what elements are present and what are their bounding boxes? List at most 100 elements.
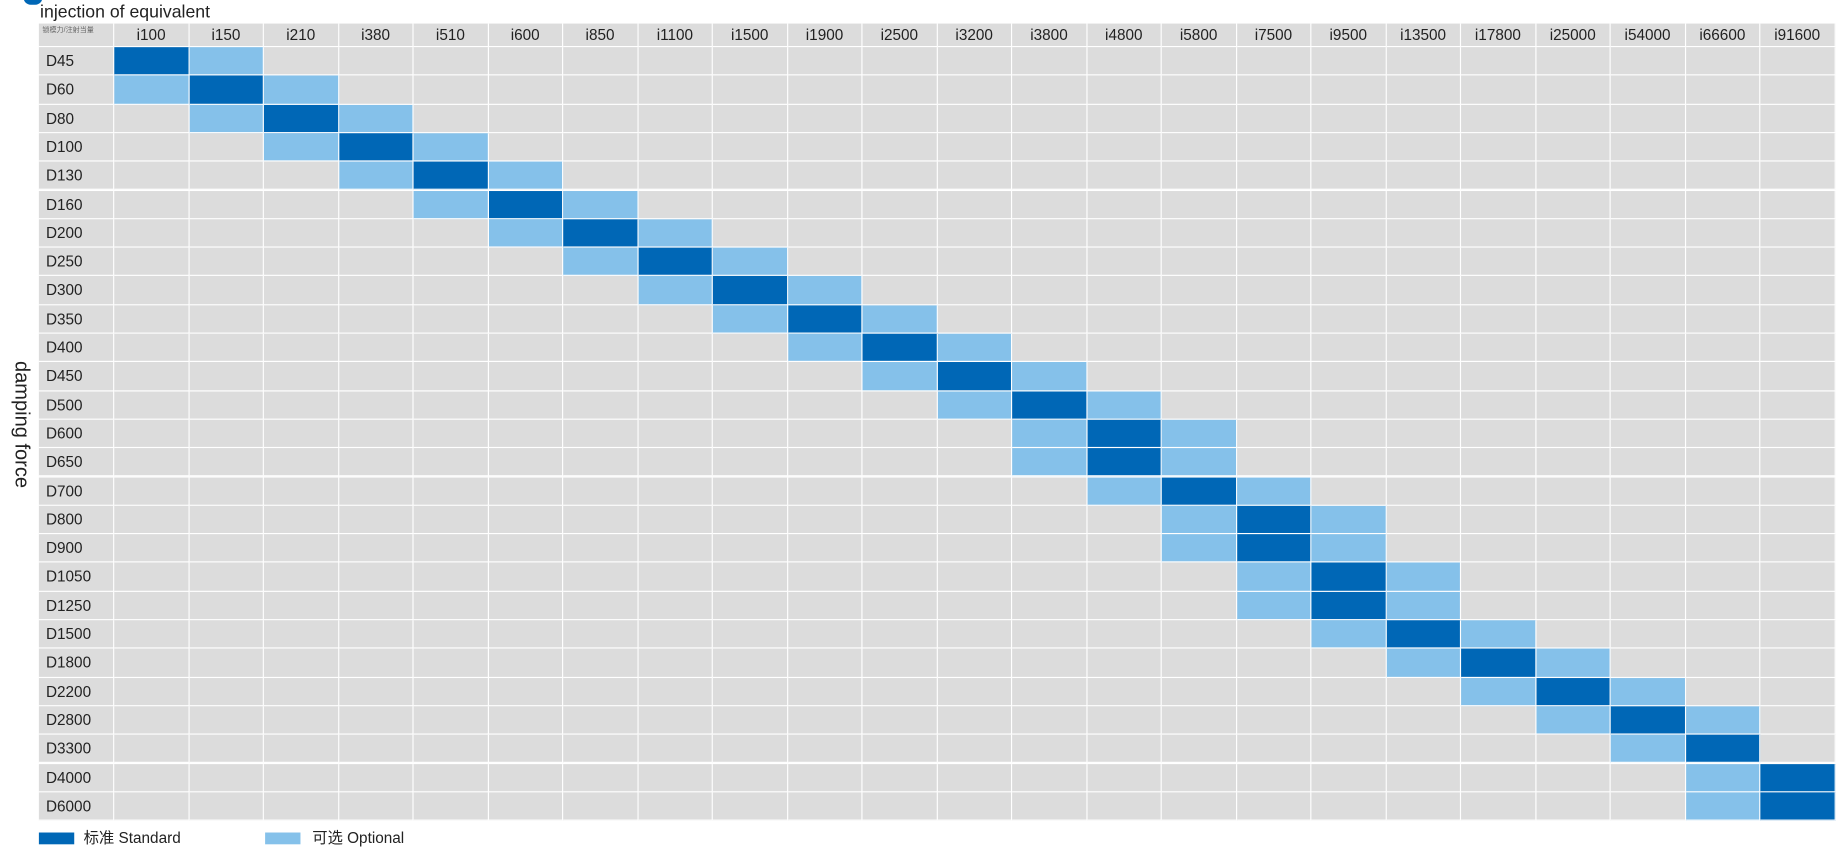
optional-cell [1161,505,1237,535]
empty-cell [638,505,713,535]
empty-cell [114,219,190,248]
empty-cell [488,104,564,134]
empty-cell [1685,591,1761,621]
empty-cell [1685,133,1761,162]
empty-cell [937,190,1013,220]
empty-cell [1386,362,1462,392]
empty-cell [787,505,863,535]
empty-cell [1685,104,1761,134]
empty-cell [1311,247,1387,277]
empty-cell [1535,190,1611,220]
row-header: D6000 [38,792,115,821]
empty-cell [712,391,788,420]
empty-cell [1086,247,1162,277]
empty-cell [937,534,1013,563]
empty-cell [1012,505,1087,535]
empty-cell [1760,276,1836,306]
empty-cell [1610,534,1686,563]
row-header: D300 [38,276,115,306]
empty-cell [1461,161,1536,191]
empty-cell [862,763,938,793]
empty-cell [114,706,190,735]
empty-cell [1610,419,1686,449]
standard-cell [1236,534,1312,563]
empty-cell [1461,47,1536,76]
row-header: D160 [38,190,115,220]
empty-cell [1760,133,1836,162]
empty-cell [1610,648,1686,678]
empty-cell [189,505,264,535]
standard-cell [488,190,564,220]
empty-cell [1012,476,1087,506]
empty-cell [1086,219,1162,248]
empty-cell [862,706,938,735]
empty-cell [1535,276,1611,306]
empty-cell [712,476,788,506]
empty-cell [488,75,564,105]
empty-cell [787,190,863,220]
empty-cell [189,734,264,764]
empty-cell [189,276,264,306]
empty-cell [338,620,414,649]
empty-cell [1236,305,1312,334]
empty-cell [1461,763,1536,793]
optional-cell [1386,648,1462,678]
empty-cell [1610,362,1686,392]
empty-cell [1760,247,1836,277]
optional-cell [488,161,564,191]
empty-cell [1610,276,1686,306]
legend-standard: 标准 Standard [83,828,181,847]
empty-cell [1236,448,1312,477]
empty-cell [1386,161,1462,191]
empty-cell [563,333,639,363]
empty-cell [1461,562,1536,592]
column-header: i9500 [1311,23,1387,48]
empty-cell [937,419,1013,449]
empty-cell [1610,219,1686,248]
empty-cell [1161,562,1237,592]
empty-cell [114,419,190,449]
empty-cell [1685,620,1761,649]
empty-cell [1161,792,1237,821]
empty-cell [1461,419,1536,449]
empty-cell [189,391,264,420]
empty-cell [1161,706,1237,735]
empty-cell [189,133,264,162]
empty-cell [937,276,1013,306]
empty-cell [1461,75,1536,105]
empty-cell [862,677,938,707]
empty-cell [1461,104,1536,134]
empty-cell [1236,333,1312,363]
empty-cell [1311,75,1387,105]
standard-cell [1086,448,1162,477]
empty-cell [862,419,938,449]
empty-cell [862,591,938,621]
empty-cell [1610,620,1686,649]
empty-cell [263,247,339,277]
empty-cell [263,333,339,363]
empty-cell [1685,362,1761,392]
empty-cell [488,534,564,563]
empty-cell [338,190,414,220]
empty-cell [1236,362,1312,392]
empty-cell [189,190,264,220]
empty-cell [1535,763,1611,793]
empty-cell [263,792,339,821]
optional-cell [937,391,1013,420]
empty-cell [263,276,339,306]
optional-cell [1386,562,1462,592]
empty-cell [1535,591,1611,621]
empty-cell [413,792,489,821]
empty-cell [1236,763,1312,793]
empty-cell [1086,677,1162,707]
empty-cell [787,677,863,707]
empty-cell [114,133,190,162]
empty-cell [638,448,713,477]
empty-cell [1760,47,1836,76]
empty-cell [114,505,190,535]
optional-cell [787,333,863,363]
empty-cell [189,763,264,793]
empty-cell [488,47,564,76]
empty-cell [787,219,863,248]
